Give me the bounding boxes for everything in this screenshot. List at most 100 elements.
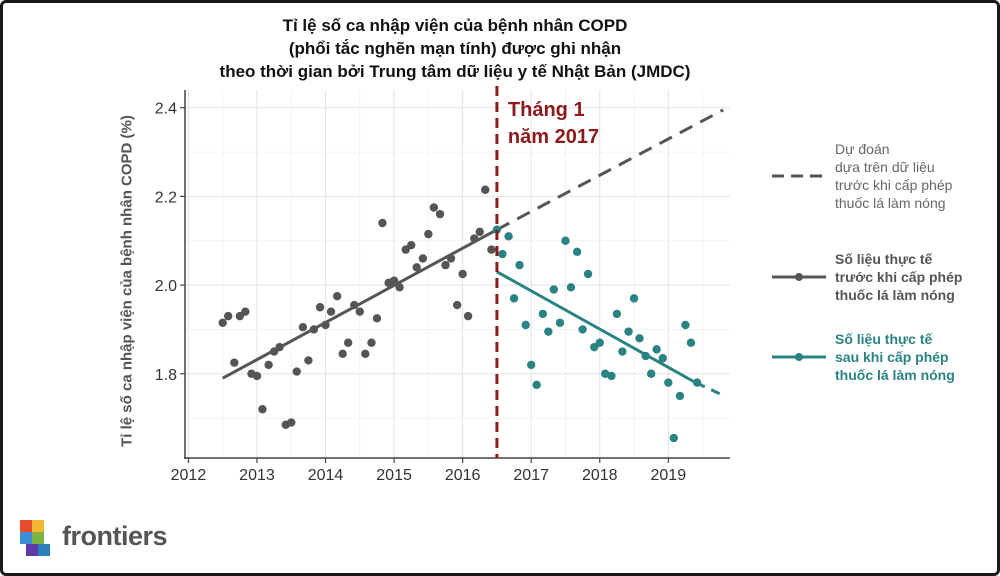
data-point xyxy=(412,263,421,272)
data-point xyxy=(504,232,513,241)
legend-label-line: thuốc lá làm nóng xyxy=(835,287,955,303)
legend-label-line: thuốc lá làm nóng xyxy=(835,367,955,383)
legend-label-line: dựa trên dữ liệu xyxy=(835,159,935,175)
data-point xyxy=(652,345,661,354)
x-tick-label: 2016 xyxy=(445,467,481,484)
data-point xyxy=(424,229,433,239)
legend-label: Số liệu thực tế sau khi cấp phép thuốc lá … xyxy=(835,330,955,384)
data-point xyxy=(561,236,570,245)
y-tick-label: 2.2 xyxy=(155,189,177,206)
data-point xyxy=(629,294,639,303)
legend-line-dot-icon xyxy=(772,273,826,281)
legend-label-line: Số liệu thực tế xyxy=(835,251,933,267)
data-point xyxy=(618,347,627,356)
data-point xyxy=(435,209,445,219)
data-point xyxy=(389,276,399,285)
legend-label-line: Số liệu thực tế xyxy=(835,331,933,347)
data-point xyxy=(492,225,502,234)
plot-area xyxy=(185,90,730,458)
x-tick-label: 2012 xyxy=(171,467,207,484)
data-point xyxy=(355,307,365,316)
frontiers-logo: frontiers xyxy=(18,516,208,564)
data-point xyxy=(664,378,673,387)
data-point xyxy=(258,405,267,414)
data-point xyxy=(395,283,404,292)
data-point xyxy=(669,433,678,443)
data-point xyxy=(367,338,376,347)
data-point xyxy=(658,354,668,363)
data-point xyxy=(463,311,473,321)
data-point xyxy=(583,269,593,279)
data-point xyxy=(378,218,387,228)
event-annotation-line: năm 2017 xyxy=(508,126,599,148)
chart-title-line: theo thời gian bởi Trung tâm dữ liệu y t… xyxy=(219,62,691,81)
data-point xyxy=(572,247,582,257)
data-point xyxy=(264,360,273,370)
data-point xyxy=(681,320,690,330)
data-point xyxy=(223,311,233,321)
data-point xyxy=(607,371,616,381)
legend-label-line: thuốc lá làm nóng xyxy=(835,195,946,211)
data-point xyxy=(241,307,250,316)
data-point xyxy=(475,227,484,237)
data-point xyxy=(361,349,370,359)
x-tick-label: 2014 xyxy=(308,467,344,484)
data-point xyxy=(686,338,696,347)
data-point xyxy=(624,327,633,336)
chart-title-line: Tỉ lệ số ca nhập viện của bệnh nhân COPD xyxy=(282,16,628,35)
data-point xyxy=(470,234,479,243)
data-point xyxy=(532,380,541,390)
data-point xyxy=(549,285,559,294)
data-point xyxy=(218,318,227,327)
legend-label-line: sau khi cấp phép xyxy=(835,349,949,365)
data-point xyxy=(446,254,456,263)
data-point xyxy=(452,300,462,310)
data-point xyxy=(230,358,239,367)
prediction-line xyxy=(496,108,724,231)
legend-label: Dự đoán dựa trên dữ liệu trước khi cấp phé… xyxy=(835,140,952,212)
data-point xyxy=(612,309,622,319)
data-point xyxy=(515,260,524,270)
y-tick-label: 2.0 xyxy=(155,278,177,295)
data-point xyxy=(332,291,342,301)
trend-line xyxy=(496,270,697,384)
event-annotation-line: Tháng 1 xyxy=(508,99,585,121)
data-point xyxy=(641,351,650,361)
data-point xyxy=(292,367,301,376)
chart-title: Tỉ lệ số ca nhập viện của bệnh nhân COPD… xyxy=(150,14,760,83)
data-point xyxy=(407,240,416,250)
data-point xyxy=(315,303,325,312)
legend-label-line: trước khi cấp phép xyxy=(835,177,953,193)
legend-dashed-line-icon xyxy=(772,174,826,178)
data-point xyxy=(595,338,604,347)
legend-label-line: Dự đoán xyxy=(835,141,890,157)
x-tick-label: 2013 xyxy=(239,467,275,484)
x-tick-label: 2018 xyxy=(582,467,618,484)
data-point xyxy=(578,325,587,334)
data-point xyxy=(509,294,519,303)
data-point xyxy=(321,320,330,330)
data-point xyxy=(338,349,347,359)
data-point xyxy=(326,307,336,316)
data-points xyxy=(218,185,702,443)
legend-label: Số liệu thực tế trước khi cấp phép thuốc l… xyxy=(835,250,962,304)
data-point xyxy=(555,318,565,327)
frontiers-wordmark: frontiers xyxy=(62,521,168,551)
data-point xyxy=(429,203,439,212)
frontiers-cube-logo-icon xyxy=(20,520,50,556)
data-point xyxy=(275,342,284,352)
data-point xyxy=(526,360,536,370)
legend-line-dot-icon xyxy=(772,353,826,361)
data-point xyxy=(441,260,450,270)
data-point xyxy=(458,269,467,279)
y-tick-label: 1.8 xyxy=(155,367,177,384)
data-point xyxy=(343,338,353,347)
x-tick-label: 2015 xyxy=(376,467,412,484)
data-point xyxy=(635,334,644,343)
data-point xyxy=(287,418,296,427)
x-tick-label: 2019 xyxy=(651,467,687,484)
data-point xyxy=(521,320,530,330)
data-point xyxy=(372,314,382,323)
